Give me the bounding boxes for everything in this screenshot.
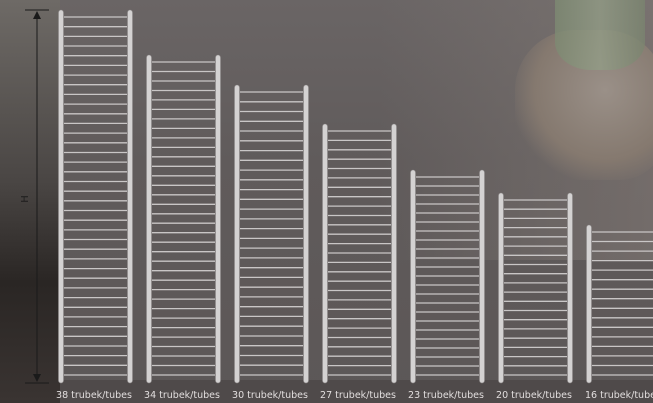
radiator-right-rail (391, 123, 397, 384)
radiator-6 (498, 192, 573, 384)
height-dimension (25, 9, 49, 384)
radiator-right-rail (479, 169, 485, 384)
radiator-3 (234, 84, 309, 384)
radiator-left-rail (498, 192, 504, 384)
radiator-caption-5: 23 trubek/tubes (408, 390, 484, 401)
radiator-right-rail (303, 84, 309, 384)
radiator-caption-1: 38 trubek/tubes (56, 390, 132, 401)
radiator-4 (322, 123, 397, 384)
radiator-2 (146, 54, 221, 384)
radiator-caption-6: 20 trubek/tubes (496, 390, 572, 401)
radiators-group (58, 9, 653, 384)
dimension-arrow-down-icon (33, 374, 41, 382)
cactus-image (555, 0, 645, 70)
radiator-left-rail (146, 54, 152, 384)
radiator-left-rail (58, 9, 64, 384)
radiator-caption-4: 27 trubek/tubes (320, 390, 396, 401)
radiator-right-rail (127, 9, 133, 384)
radiator-right-rail (567, 192, 573, 384)
radiator-caption-3: 30 trubek/tubes (232, 390, 308, 401)
background-floor (60, 380, 653, 403)
radiator-1 (58, 9, 133, 384)
radiator-left-rail (586, 224, 592, 384)
dimension-arrow-up-icon (33, 11, 41, 19)
radiator-caption-7: 16 trubek/tubes (585, 390, 653, 401)
height-label: H (20, 195, 31, 203)
radiator-7 (586, 224, 653, 384)
radiator-right-rail (215, 54, 221, 384)
radiator-left-rail (410, 169, 416, 384)
radiator-left-rail (322, 123, 328, 384)
radiator-caption-2: 34 trubek/tubes (144, 390, 220, 401)
radiator-5 (410, 169, 485, 384)
radiator-left-rail (234, 84, 240, 384)
